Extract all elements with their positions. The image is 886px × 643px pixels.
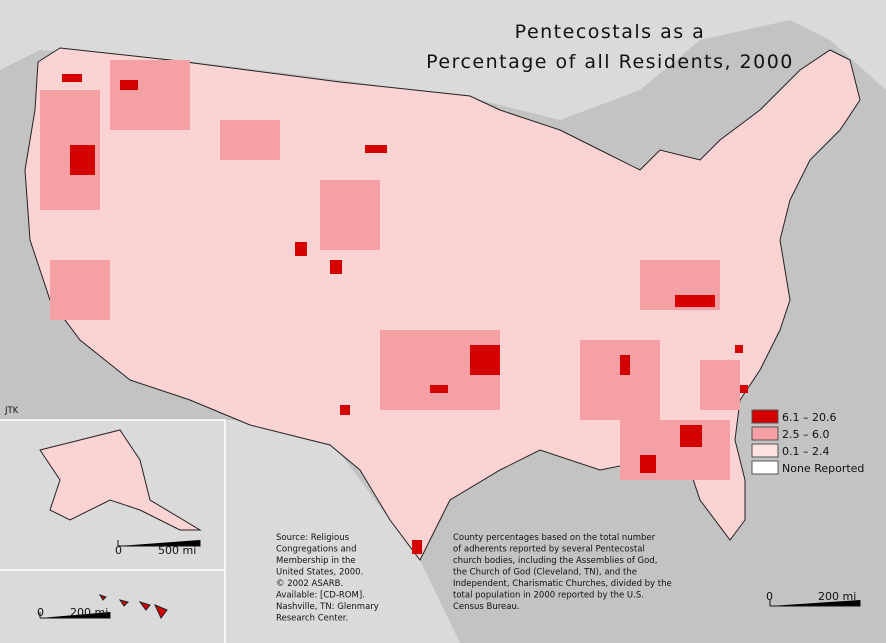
scale-zero: 0 [766, 590, 773, 603]
scale-length: 200 mi [70, 606, 108, 619]
note-line: of adherents reported by several Penteco… [453, 545, 645, 555]
note-line: County percentages based on the total nu… [453, 533, 656, 543]
legend-label: 2.5 – 6.0 [782, 428, 829, 441]
inset-frames [0, 419, 226, 643]
legend-label: 0.1 – 2.4 [782, 445, 829, 458]
source-line: © 2002 ASARB. [276, 579, 343, 589]
legend-swatch [751, 460, 779, 475]
note-line: Independent, Charismatic Churches, divid… [453, 579, 672, 589]
scale-bars [39, 540, 861, 619]
legend-label: 6.1 – 20.6 [782, 411, 836, 424]
hawaii [98, 594, 168, 619]
source-line: United States, 2000. [276, 568, 363, 578]
note-line: Census Bureau. [453, 602, 520, 612]
high-counties [62, 74, 748, 554]
note-line: total population in 2000 reported by the… [453, 591, 644, 601]
note-line: church bodies, including the Assemblies … [453, 556, 657, 566]
mid-counties [40, 60, 740, 480]
scale-zero: 0 [115, 544, 122, 557]
legend-swatch [751, 409, 779, 424]
source-line: Research Center. [276, 614, 348, 624]
source-line: Congregations and [276, 545, 356, 555]
title-line: Pentecostals as a [515, 21, 706, 43]
note-line: the Church of God (Cleveland, TN), and t… [453, 568, 637, 578]
source-line: Available: [CD-ROM]. [276, 591, 365, 601]
scale-length: 500 mi [158, 544, 196, 557]
note: County percentages based on the total nu… [453, 533, 672, 612]
legend-swatch [751, 443, 779, 458]
credit: JTK [4, 406, 19, 416]
alaska [39, 429, 202, 531]
title-line: Percentage of all Residents, 2000 [426, 51, 794, 73]
scale-length: 200 mi [818, 590, 856, 603]
source: Source: Religious Congregations andMember… [276, 533, 379, 624]
legend-label: None Reported [782, 462, 864, 475]
scale-zero: 0 [37, 606, 44, 619]
legend-swatch [751, 426, 779, 441]
source-line: Source: Religious [276, 533, 350, 543]
source-line: Membership in the [276, 556, 356, 566]
source-line: Nashville, TN: Glenmary [276, 602, 379, 612]
canada [0, 0, 886, 120]
legend: 6.1 – 20.6 2.5 – 6.0 0.1 – 2.4 None Reporte… [751, 409, 864, 475]
